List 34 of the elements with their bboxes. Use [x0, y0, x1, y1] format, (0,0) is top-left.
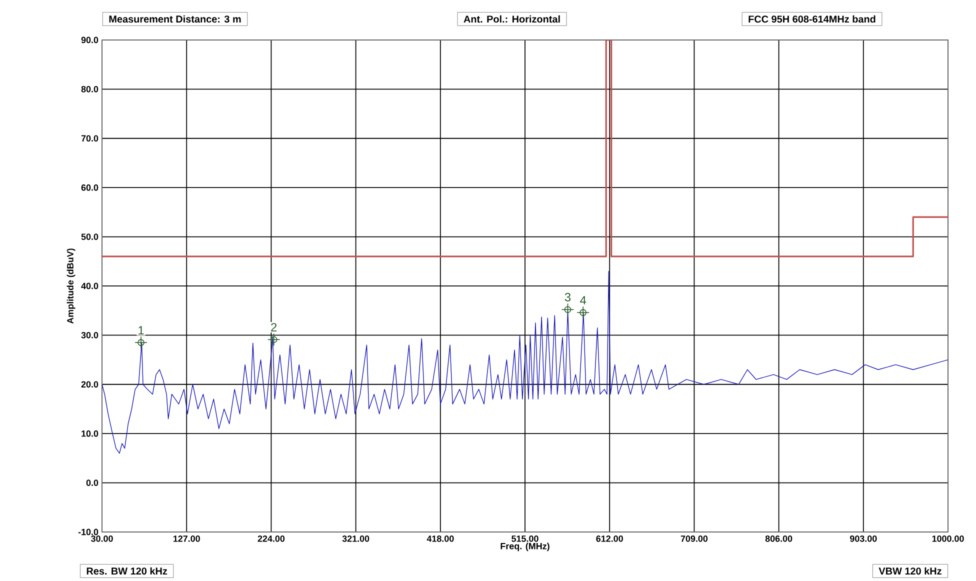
- annotation: 4: [580, 296, 586, 304]
- x-tick-label: 612.00: [596, 536, 623, 542]
- y-tick-label: 50.0: [81, 234, 98, 240]
- y-tick-label: 30.0: [81, 332, 98, 338]
- y-tick-label: 20.0: [81, 381, 98, 388]
- y-tick-label: 10.0: [82, 430, 98, 437]
- text: Ant. Pol.: Horizontal: [464, 15, 560, 23]
- text: FCC 95H 608-614MHz band: [748, 15, 876, 23]
- annotation: 3: [564, 292, 571, 302]
- annotation: 2: [271, 323, 277, 332]
- x-tick-label: 418.00: [426, 536, 454, 542]
- x-tick-label: 1000.00: [932, 536, 964, 542]
- y-axis-title: Amplitude (dBuV): [66, 248, 76, 324]
- y-tick-label: 60.0: [81, 184, 98, 191]
- y-tick-label: 80.0: [81, 86, 98, 92]
- x-tick-label: 127.00: [173, 536, 200, 542]
- x-tick-label: 515.00: [512, 536, 538, 542]
- text: Res. BW 120 kHz: [86, 567, 168, 575]
- x-axis-title: Freq. (MHz): [500, 542, 550, 552]
- text: Measurement Distance: 3 m: [109, 15, 241, 23]
- x-tick-label: 806.00: [765, 536, 792, 542]
- y-tick-label: -10.0: [78, 528, 98, 536]
- line-series: [102, 270, 948, 454]
- x-tick-label: 224.00: [258, 536, 285, 542]
- annotation: 1: [138, 326, 144, 334]
- x-tick-label: 321.00: [342, 536, 370, 542]
- x-tick-label: 30.00: [90, 536, 113, 542]
- x-tick-label: 903.00: [850, 536, 877, 542]
- x-tick-label: 709.00: [680, 536, 708, 542]
- text: VBW 120 kHz: [878, 567, 942, 575]
- y-tick-label: 90.0: [81, 36, 98, 44]
- y-tick-label: 0.0: [86, 480, 98, 486]
- y-tick-label: 40.0: [81, 282, 98, 290]
- y-tick-label: 70.0: [81, 135, 98, 142]
